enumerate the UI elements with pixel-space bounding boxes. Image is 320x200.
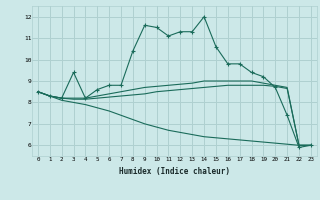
X-axis label: Humidex (Indice chaleur): Humidex (Indice chaleur) <box>119 167 230 176</box>
